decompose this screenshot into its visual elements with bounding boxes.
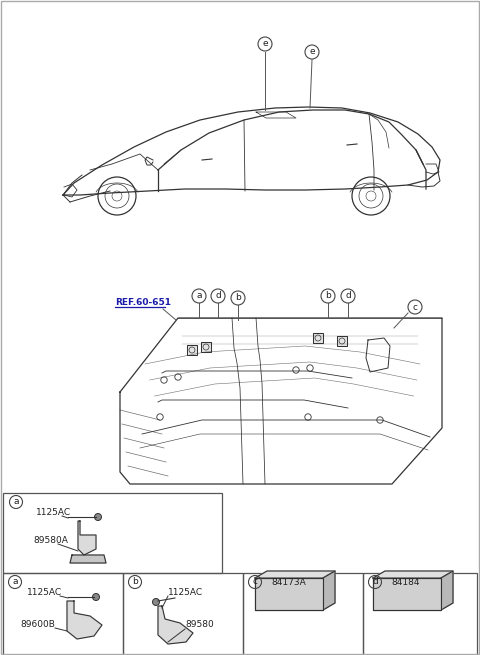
Text: c: c — [252, 578, 257, 586]
Text: b: b — [325, 291, 331, 301]
FancyBboxPatch shape — [187, 345, 197, 355]
Text: b: b — [235, 293, 241, 303]
FancyBboxPatch shape — [337, 336, 347, 346]
Text: a: a — [196, 291, 202, 301]
Text: a: a — [12, 578, 18, 586]
Text: 89580A: 89580A — [33, 536, 68, 545]
Text: e: e — [309, 48, 315, 56]
Polygon shape — [255, 571, 335, 578]
Text: a: a — [13, 498, 19, 506]
Text: b: b — [132, 578, 138, 586]
Text: 84184: 84184 — [391, 578, 420, 587]
Polygon shape — [441, 571, 453, 610]
Polygon shape — [78, 521, 96, 555]
FancyBboxPatch shape — [313, 333, 323, 343]
Polygon shape — [158, 606, 193, 644]
Text: 1125AC: 1125AC — [168, 588, 203, 597]
Polygon shape — [323, 571, 335, 610]
Circle shape — [153, 599, 159, 605]
FancyBboxPatch shape — [201, 342, 211, 352]
Text: 89580: 89580 — [185, 620, 214, 629]
Text: e: e — [262, 39, 268, 48]
Text: d: d — [372, 578, 378, 586]
Polygon shape — [255, 578, 323, 610]
Text: d: d — [345, 291, 351, 301]
Polygon shape — [67, 601, 102, 639]
Text: 89600B: 89600B — [20, 620, 55, 629]
Text: 1125AC: 1125AC — [27, 588, 62, 597]
Text: 84173A: 84173A — [271, 578, 306, 587]
Polygon shape — [373, 578, 441, 610]
Text: REF.60-651: REF.60-651 — [115, 298, 171, 307]
Text: d: d — [215, 291, 221, 301]
Text: c: c — [412, 303, 418, 312]
Polygon shape — [373, 571, 453, 578]
Circle shape — [93, 593, 99, 601]
Polygon shape — [70, 555, 106, 563]
Circle shape — [95, 514, 101, 521]
Text: 1125AC: 1125AC — [36, 508, 71, 517]
